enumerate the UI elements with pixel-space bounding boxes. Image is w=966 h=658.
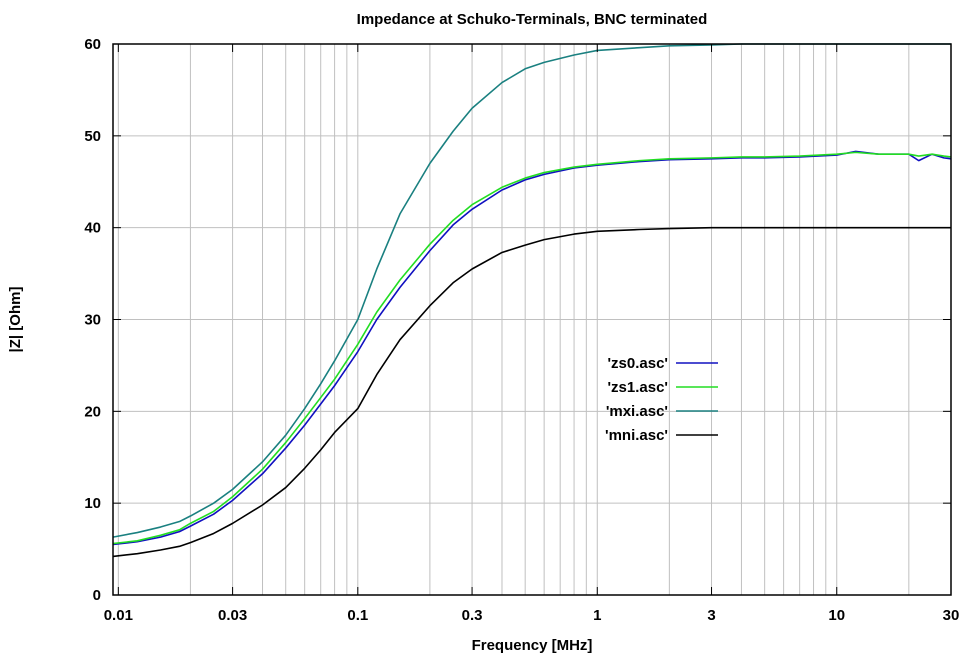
legend-label-2: 'mxi.asc' <box>606 403 668 420</box>
series-lines <box>112 43 952 558</box>
x-tick-label: 3 <box>707 607 715 624</box>
x-tick-label: 1 <box>593 607 601 624</box>
x-tick-label: 0.01 <box>104 607 133 624</box>
y-tick-label: 20 <box>84 403 101 420</box>
series-line-0 <box>112 150 952 546</box>
x-tick-label: 10 <box>828 607 845 624</box>
x-tick-label: 0.3 <box>462 607 483 624</box>
y-tick-label: 60 <box>84 36 101 53</box>
x-tick-label: 0.03 <box>218 607 247 624</box>
chart-title: Impedance at Schuko-Terminals, BNC termi… <box>357 11 708 28</box>
y-tick-label: 30 <box>84 312 101 329</box>
x-axis-title: Frequency [MHz] <box>472 637 593 654</box>
x-tick-label: 30 <box>943 607 960 624</box>
legend-label-3: 'mni.asc' <box>605 427 668 444</box>
y-tick-label: 50 <box>84 128 101 145</box>
y-tick-label: 40 <box>84 220 101 237</box>
series-line-3 <box>112 226 951 558</box>
series-line-1 <box>112 151 952 545</box>
y-tick-label: 0 <box>93 587 101 604</box>
x-tick-label: 0.1 <box>347 607 368 624</box>
legend: 'zs0.asc' 'zs1.asc' 'mxi.asc' 'mni.asc' <box>605 355 718 444</box>
legend-label-1: 'zs1.asc' <box>607 379 668 396</box>
y-tick-label: 10 <box>84 495 101 512</box>
legend-label-0: 'zs0.asc' <box>607 355 668 372</box>
y-axis-title: |Z| [Ohm] <box>7 287 24 353</box>
axis-ticks: 0.01 0.03 0.1 0.3 1 3 10 30 0 10 20 30 40 50 60 <box>84 36 959 624</box>
